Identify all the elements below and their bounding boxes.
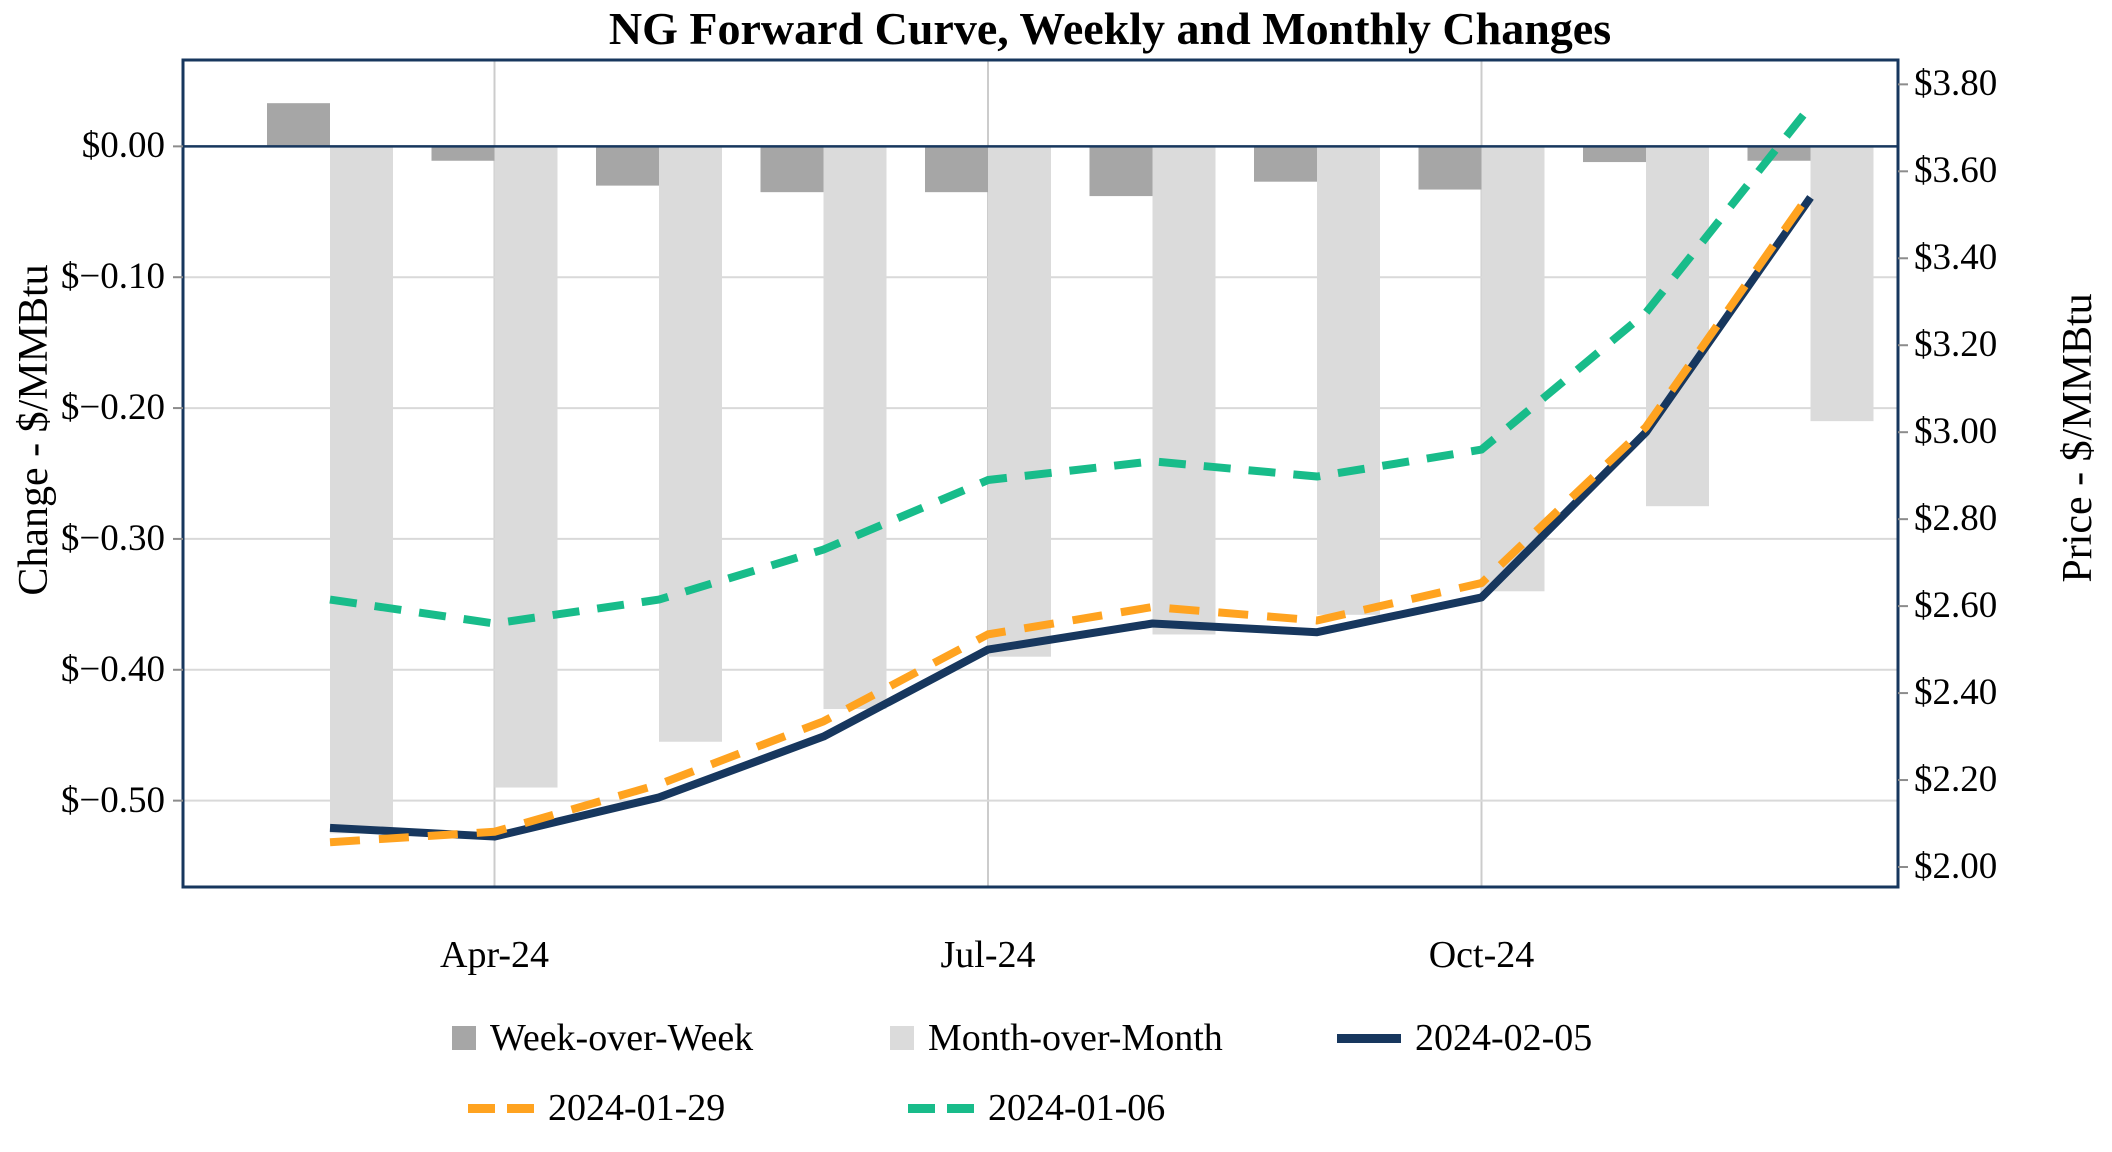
legend-label: Week-over-Week [490,1017,754,1059]
chart-title: NG Forward Curve, Weekly and Monthly Cha… [608,3,1612,54]
bar-week-over-week [925,146,988,193]
x-axis-tick-label: Oct-24 [1428,934,1535,976]
right-axis-tick-label: $2.00 [1914,845,1998,887]
bar-week-over-week [1089,146,1153,197]
bar-month-over-month [1646,146,1709,507]
right-axis-tick-label: $3.40 [1914,237,1998,279]
bar-week-over-week [267,103,330,147]
bar-month-over-month [494,146,558,788]
right-axis-tick-label: $2.60 [1914,585,1998,627]
right-axis-tick-label: $3.20 [1914,324,1998,366]
left-axis-tick-label: $−0.50 [60,779,165,821]
legend-label: 2024-01-06 [988,1087,1166,1129]
bar-week-over-week [1418,146,1482,190]
left-axis-tick-label: $−0.40 [60,648,165,690]
bar-month-over-month [1481,146,1545,592]
legend-swatch-green [908,1103,974,1113]
left-axis-tick-label: $−0.30 [60,517,165,559]
bar-week-over-week [760,146,824,193]
legend-label: Month-over-Month [928,1017,1223,1059]
line-2024-02-05 [329,195,1814,841]
legend-swatch-navy [1337,1033,1401,1043]
bar-month-over-month [823,146,887,710]
legend-item-week-over-week: Week-over-Week [452,1015,753,1061]
right-axis-tick-label: $3.80 [1914,63,1998,105]
legend-swatch-orange [468,1103,534,1113]
x-axis-tick-label: Jul-24 [940,934,1036,976]
left-axis-tick-label: $−0.20 [60,387,165,429]
legend-swatch-dark_gray [452,1026,476,1050]
bar-month-over-month [988,146,1051,657]
bar-month-over-month [1810,146,1874,422]
right-axis-tick-label: $2.20 [1914,759,1998,801]
bar-week-over-week [431,146,495,161]
bar-month-over-month [1317,146,1380,615]
x-axis-tick-label: Apr-24 [440,934,549,976]
bar-week-over-week [1254,146,1317,182]
bar-month-over-month [330,146,393,834]
bar-week-over-week [1583,146,1646,163]
legend-item-2024-01-06: 2024-01-06 [908,1085,1165,1131]
right-axis-tick-label: $2.80 [1914,498,1998,540]
bar-week-over-week [596,146,659,186]
legend-label: 2024-02-05 [1415,1017,1593,1059]
bar-month-over-month [1152,146,1216,635]
plot-frame [181,58,1900,889]
line-2024-01-29 [329,190,1814,847]
legend-item-month-over-month: Month-over-Month [890,1015,1223,1061]
line-2024-01-06 [329,103,1814,628]
right-axis-tick-label: $3.00 [1914,411,1998,453]
bar-month-over-month [659,146,722,742]
left-axis-tick-label: $0.00 [81,125,165,167]
legend-swatch-light_gray [890,1026,914,1050]
legend-item-2024-02-05: 2024-02-05 [1337,1015,1592,1061]
right-axis-tick-label: $2.40 [1914,672,1998,714]
right-axis-tick-label: $3.60 [1914,150,1998,192]
left-axis-tick-label: $−0.10 [60,256,165,298]
legend-item-2024-01-29: 2024-01-29 [468,1085,725,1131]
legend-label: 2024-01-29 [548,1087,726,1129]
bar-week-over-week [1747,146,1811,161]
